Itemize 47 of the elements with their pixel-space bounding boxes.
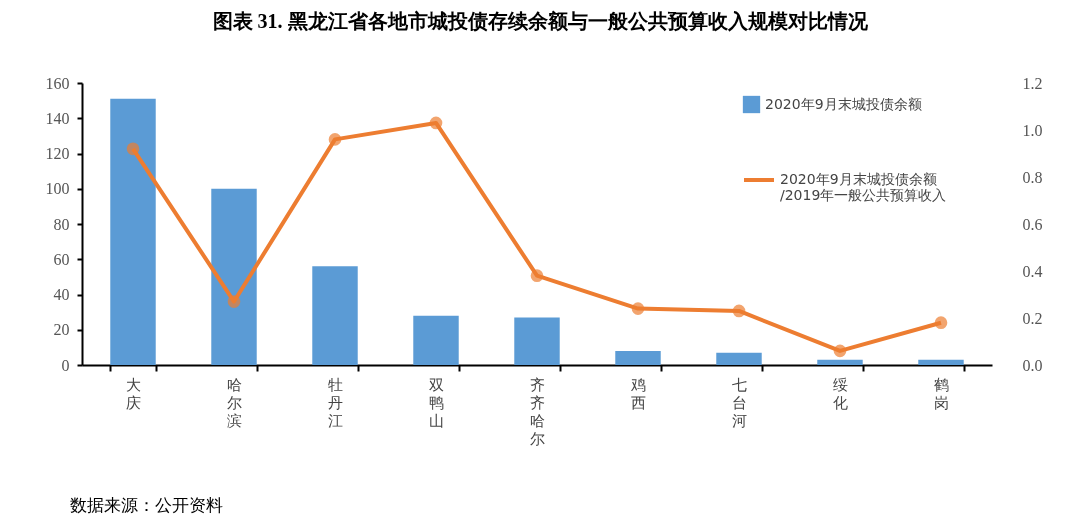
x-tick-label: 大庆	[126, 375, 141, 412]
x-tick-label: 齐齐哈尔	[530, 375, 545, 448]
x-tick-label: 哈尔滨	[227, 375, 242, 430]
y-tick-label: 120	[45, 145, 70, 162]
source-note: 数据来源：公开资料	[70, 495, 223, 517]
legend-label: 2020年9月末城投债余额	[765, 95, 922, 112]
bar	[514, 317, 560, 365]
x-tick-label: 绥化	[833, 375, 848, 412]
point	[732, 304, 746, 318]
y-tick-label: 160	[45, 74, 70, 92]
y-tick-label: 100	[45, 180, 70, 198]
point	[227, 295, 241, 308]
bar	[110, 98, 156, 365]
point	[126, 142, 140, 156]
y-tick-label: 0	[61, 356, 70, 374]
x-tick-label: 鹤岗	[934, 375, 949, 412]
bar	[413, 315, 459, 365]
y2-tick-label: 1.0	[1022, 121, 1043, 139]
x-tick-label: 牡丹江	[328, 375, 343, 430]
bar	[615, 350, 661, 365]
point	[429, 116, 443, 130]
point	[833, 344, 847, 358]
point	[631, 302, 645, 315]
bar	[817, 359, 863, 365]
y-tick-label: 60	[53, 250, 70, 268]
y2-tick-label: 0.0	[1022, 356, 1043, 374]
y2-tick-label: 0.4	[1022, 262, 1043, 280]
x-tick-label: 七台河	[732, 375, 747, 430]
point	[530, 269, 544, 283]
bar	[211, 188, 257, 365]
y2-tick-label: 0.6	[1022, 215, 1043, 233]
y2-tick-label: 0.2	[1022, 309, 1043, 327]
point	[328, 133, 342, 146]
y2-tick-label: 1.2	[1022, 74, 1043, 92]
x-tick-label: 鸡西	[630, 375, 646, 412]
y-tick-label: 20	[53, 321, 70, 339]
y-tick-label: 140	[45, 109, 70, 127]
y-tick-label: 40	[53, 286, 70, 303]
y-tick-label: 80	[53, 215, 70, 233]
legend-label: 2020年9月末城投债余额 /2019年一般公共预算收入	[780, 171, 947, 203]
y2-tick-label: 0.8	[1022, 168, 1043, 186]
bar	[312, 266, 358, 365]
chart-title: 图表 31. 黑龙江省各地市城投债存续余额与一般公共预算收入规模对比情况	[211, 9, 869, 34]
point	[934, 316, 948, 330]
x-tick-label: 双鸭山	[429, 375, 444, 430]
bar	[716, 352, 762, 365]
bar	[918, 359, 964, 365]
